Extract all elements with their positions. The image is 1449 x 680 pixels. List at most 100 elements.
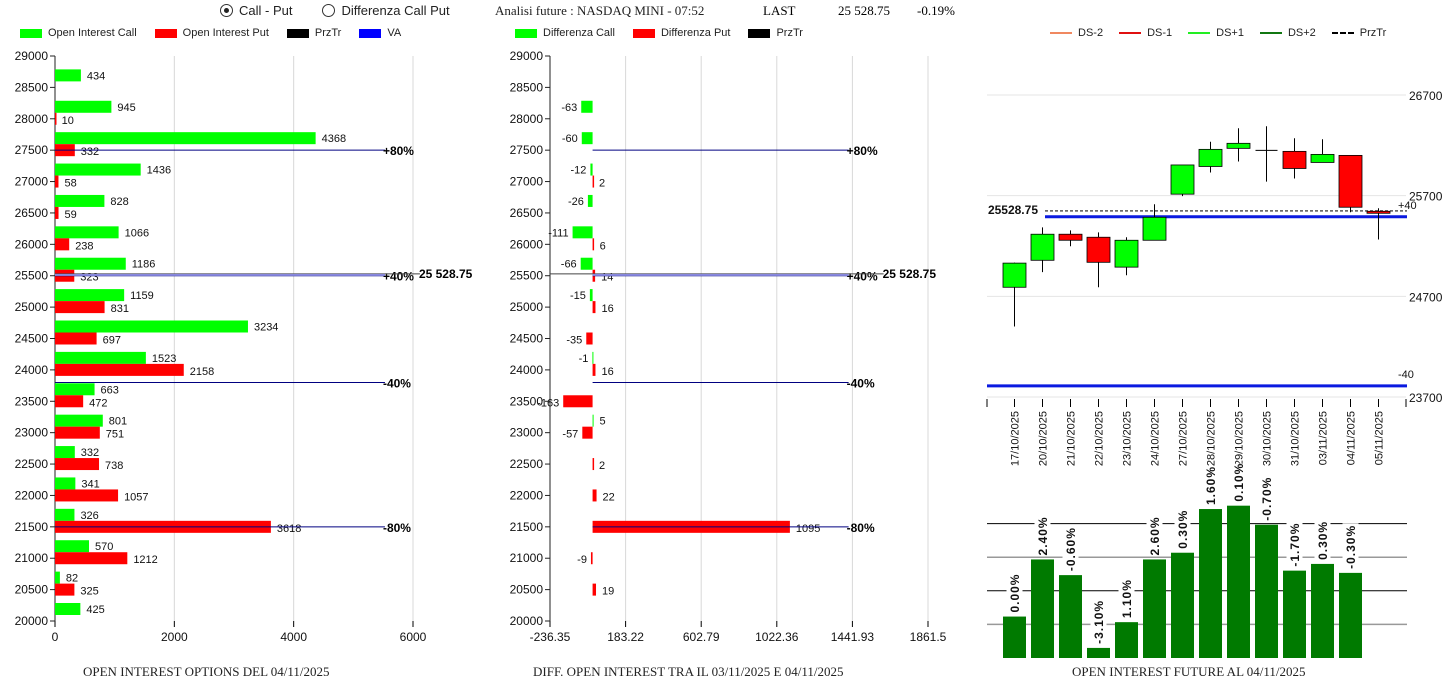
call-value-label: 1159 — [130, 290, 154, 302]
x-tick-label: 0 — [52, 630, 59, 644]
call-bar — [55, 320, 248, 333]
put-value-label: 325 — [80, 586, 98, 598]
y-tick-label: 26000 — [15, 237, 49, 251]
oi-future-data-label: -3.10% — [1092, 600, 1106, 644]
legend-item: PrzTr — [748, 27, 803, 39]
radio-circle-selected-icon — [220, 4, 233, 17]
call-value-label: -12 — [571, 165, 587, 177]
call-bar — [55, 132, 316, 145]
call-bar — [587, 194, 593, 207]
x-tick-label: 30/10/2025 — [1262, 411, 1274, 466]
data-label-bg — [1258, 475, 1275, 522]
put-value-label: 3618 — [277, 523, 301, 535]
put-bar — [55, 238, 70, 251]
legend-line-prztr — [1331, 32, 1354, 34]
data-label-bg — [1006, 574, 1023, 614]
x-tick-label: 05/11/2025 — [1374, 411, 1386, 465]
candle-body-up — [1030, 233, 1055, 261]
legend-label: DS-1 — [1147, 27, 1173, 39]
y-tick-label: 27500 — [15, 143, 49, 157]
put-bar — [592, 238, 595, 251]
level-label: -80% — [847, 521, 875, 535]
last-price: 25 528.75 — [838, 3, 890, 18]
put-value-label: -35 — [566, 335, 582, 347]
y-tick-label: 23700 — [1409, 391, 1443, 405]
y-tick-label: 25700 — [1409, 190, 1443, 204]
put-value-label: 16 — [601, 366, 613, 378]
y-tick-label: 29000 — [15, 49, 49, 63]
y-tick-label: 24000 — [510, 363, 544, 377]
y-tick-label: 26000 — [510, 237, 544, 251]
ds-upper-label: +40 — [1398, 200, 1417, 212]
put-value-label: 2 — [599, 178, 605, 190]
call-value-label: 425 — [86, 604, 104, 616]
level-label: +40% — [847, 270, 878, 284]
ds-lower-label: -40 — [1398, 369, 1414, 381]
put-value-label: 58 — [64, 178, 76, 190]
y-tick-label: 23500 — [15, 394, 49, 408]
x-tick-label: -236.35 — [530, 630, 571, 644]
candle-body-up — [1002, 262, 1027, 288]
x-tick-label: 183.22 — [607, 630, 644, 644]
oi-future-bar — [1059, 575, 1082, 658]
put-bar — [586, 332, 593, 345]
oi-future-bar — [1255, 524, 1278, 658]
oi-future-bar — [1087, 647, 1110, 658]
call-value-label: -63 — [561, 102, 577, 114]
call-value-label: -1 — [579, 353, 589, 365]
oi-future-data-label: -0.30% — [1344, 525, 1358, 569]
data-label-bg — [1342, 523, 1359, 570]
y-tick-label: 23000 — [510, 426, 544, 440]
legend-item: PrzTr — [286, 27, 342, 39]
legend-item: Differenza Put — [632, 27, 731, 39]
put-bar — [563, 395, 593, 408]
y-tick-label: 26500 — [15, 206, 49, 220]
level-label: +80% — [383, 144, 414, 158]
y-tick-label: 22500 — [510, 457, 544, 471]
legend-swatch-prztr — [748, 28, 771, 38]
y-tick-label: 21000 — [510, 551, 544, 565]
x-tick-label: 28/10/2025 — [1206, 411, 1218, 466]
x-tick-label: 20/10/2025 — [1038, 411, 1050, 466]
legend-label: PrzTr — [314, 27, 342, 39]
x-tick-label: 24/10/2025 — [1150, 411, 1162, 466]
put-value-label: 1212 — [133, 554, 157, 566]
put-value-label: 2 — [599, 460, 605, 472]
legend-label: Open Interest Put — [182, 27, 269, 39]
y-tick-label: 22000 — [510, 488, 544, 502]
legend-item: Differenza Call — [515, 27, 615, 39]
call-value-label: 945 — [117, 102, 135, 114]
put-value-label: -163 — [537, 397, 559, 409]
call-value-label: 663 — [101, 384, 119, 396]
call-bar — [580, 257, 593, 270]
x-tick-label: 1022.36 — [755, 630, 799, 644]
call-value-label: 1436 — [147, 165, 171, 177]
legend-item: PrzTr — [1331, 27, 1387, 39]
prztr-label: 25 528.75 — [883, 267, 937, 281]
legend-label: DS+2 — [1287, 27, 1316, 39]
oi-future-bar — [1115, 622, 1138, 658]
candle-body-up — [1170, 164, 1195, 195]
y-tick-label: 20000 — [510, 614, 544, 628]
y-tick-label: 23500 — [510, 394, 544, 408]
put-bar — [55, 332, 97, 345]
call-bar — [55, 289, 125, 302]
legend-label: Open Interest Call — [48, 27, 137, 39]
put-bar — [592, 489, 597, 502]
legend-label: Differenza Put — [660, 27, 731, 39]
legend-swatch-put — [632, 28, 655, 38]
put-value-label: 19 — [602, 586, 614, 598]
candle-body-up — [1198, 148, 1223, 167]
put-bar — [55, 301, 105, 314]
data-label-bg — [1174, 510, 1191, 550]
legend-swatch-prztr — [286, 28, 309, 38]
call-bar — [55, 257, 126, 270]
radio-call-put[interactable]: Call - Put — [220, 3, 292, 18]
call-bar — [55, 163, 141, 176]
legend-item: DS+1 — [1188, 27, 1244, 39]
oi-future-data-label: 0.10% — [1232, 463, 1246, 502]
y-tick-label: 27500 — [510, 143, 544, 157]
legend-label: PrzTr — [1359, 27, 1387, 39]
radio-differenza-call-put[interactable]: Differenza Call Put — [322, 3, 450, 18]
